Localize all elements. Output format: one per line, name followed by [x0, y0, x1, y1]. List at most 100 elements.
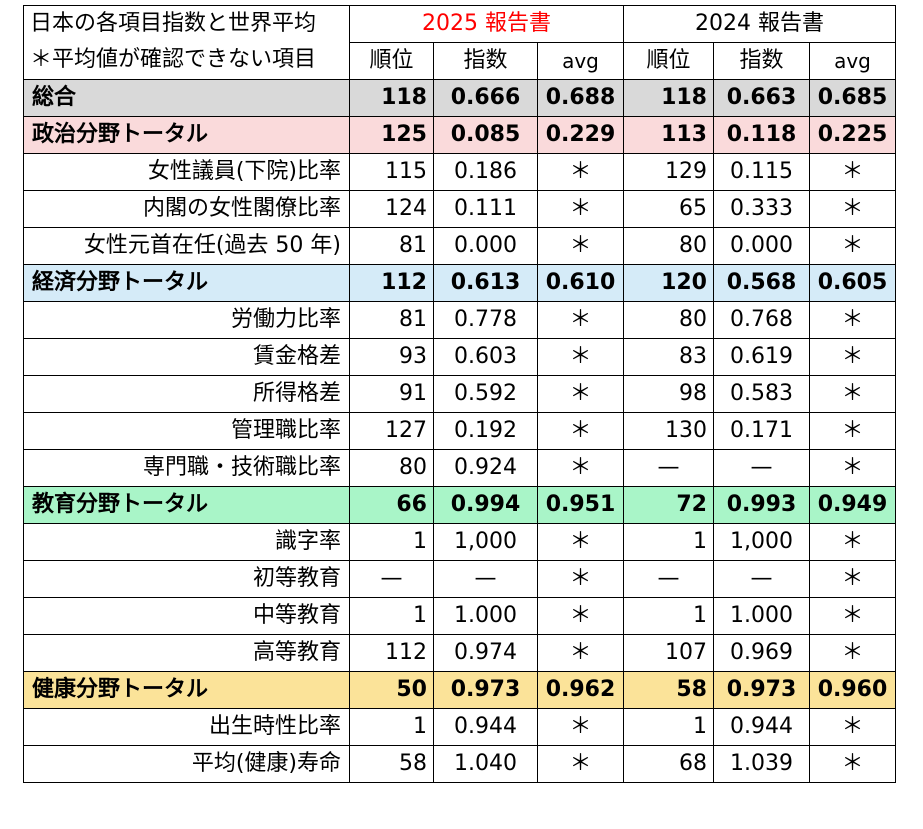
avg-2025-cell: 0.688 [537, 79, 624, 117]
row-label: 政治分野トータル [23, 116, 350, 154]
index-2024-cell: — [713, 449, 810, 487]
col-rank-2025: 順位 [349, 42, 434, 80]
avg-2025-cell: ＊ [537, 745, 624, 783]
index-2025-cell: 0.944 [433, 708, 538, 746]
avg-2024-cell: ＊ [809, 745, 896, 783]
index-2025-cell: 1,000 [433, 523, 538, 561]
row-label: 健康分野トータル [23, 671, 350, 709]
index-2025-cell: 0.666 [433, 79, 538, 117]
rank-2025-cell: 93 [349, 338, 434, 376]
table-row: 管理職比率 127 0.192 ＊ 130 0.171 ＊ [23, 412, 896, 450]
table-body: 総合 118 0.666 0.688 118 0.663 0.685 政治分野トータル 125 0… [23, 79, 896, 783]
rank-2025-cell: 112 [349, 634, 434, 672]
rank-2024-cell: — [623, 560, 714, 598]
index-2024-cell: 0.993 [713, 486, 810, 524]
rank-2025-cell: 1 [349, 708, 434, 746]
index-2024-cell: 0.000 [713, 227, 810, 265]
col-index-2025: 指数 [433, 42, 538, 80]
index-2024-cell: 0.583 [713, 375, 810, 413]
table-row-category-total: 教育分野トータル 66 0.994 0.951 72 0.993 0.949 [23, 486, 896, 524]
avg-2024-cell: ＊ [809, 227, 896, 265]
row-label: 内閣の女性閣僚比率 [23, 190, 350, 228]
row-label: 総合 [23, 79, 350, 117]
avg-2025-cell: ＊ [537, 412, 624, 450]
table-row-category-total: 経済分野トータル 112 0.613 0.610 120 0.568 0.605 [23, 264, 896, 302]
avg-2025-cell: ＊ [537, 227, 624, 265]
avg-2024-cell: ＊ [809, 708, 896, 746]
rank-2024-cell: 130 [623, 412, 714, 450]
avg-2025-cell: ＊ [537, 301, 624, 339]
gender-gap-table: 日本の各項目指数と世界平均 ＊平均値が確認できない項目 2025 報告書 202… [23, 5, 896, 783]
table-row: 所得格差 91 0.592 ＊ 98 0.583 ＊ [23, 375, 896, 413]
header-row-reports: 日本の各項目指数と世界平均 ＊平均値が確認できない項目 2025 報告書 202… [23, 5, 896, 80]
index-2024-cell: 1.000 [713, 597, 810, 635]
rank-2025-cell: 118 [349, 79, 434, 117]
rank-2025-cell: — [349, 560, 434, 598]
rank-2024-cell: 120 [623, 264, 714, 302]
rank-2024-cell: 1 [623, 597, 714, 635]
table-title-line1: 日本の各項目指数と世界平均 [30, 11, 317, 36]
report-2025-header: 2025 報告書 [349, 5, 624, 43]
index-2025-cell: 0.085 [433, 116, 538, 154]
row-label: 出生時性比率 [23, 708, 350, 746]
index-2025-cell: 0.778 [433, 301, 538, 339]
avg-2024-cell: ＊ [809, 523, 896, 561]
table-title-line2: ＊平均値が確認できない項目 [30, 47, 317, 72]
index-2025-cell: 0.973 [433, 671, 538, 709]
index-2024-cell: 1.039 [713, 745, 810, 783]
avg-2024-cell: ＊ [809, 301, 896, 339]
index-2024-cell: 0.663 [713, 79, 810, 117]
avg-2024-cell: ＊ [809, 449, 896, 487]
index-2025-cell: 0.924 [433, 449, 538, 487]
avg-2025-cell: ＊ [537, 338, 624, 376]
index-2024-cell: 0.568 [713, 264, 810, 302]
avg-2025-cell: ＊ [537, 634, 624, 672]
avg-2025-cell: 0.951 [537, 486, 624, 524]
index-2024-cell: 0.171 [713, 412, 810, 450]
index-2025-cell: 0.994 [433, 486, 538, 524]
rank-2024-cell: 80 [623, 227, 714, 265]
index-2024-cell: 1,000 [713, 523, 810, 561]
avg-2024-cell: 0.685 [809, 79, 896, 117]
col-avg-2024: avg [809, 42, 896, 80]
index-2024-cell: 0.973 [713, 671, 810, 709]
rank-2024-cell: 113 [623, 116, 714, 154]
table-row: 労働力比率 81 0.778 ＊ 80 0.768 ＊ [23, 301, 896, 339]
col-avg-2025: avg [537, 42, 624, 80]
index-2025-cell: 0.186 [433, 153, 538, 191]
table-row: 初等教育 — — ＊ — — ＊ [23, 560, 896, 598]
rank-2024-cell: 1 [623, 708, 714, 746]
avg-2024-cell: 0.949 [809, 486, 896, 524]
index-2024-cell: — [713, 560, 810, 598]
table-row-category-total: 総合 118 0.666 0.688 118 0.663 0.685 [23, 79, 896, 117]
row-label: 管理職比率 [23, 412, 350, 450]
rank-2024-cell: 98 [623, 375, 714, 413]
index-2025-cell: 0.603 [433, 338, 538, 376]
row-label: 女性議員(下院)比率 [23, 153, 350, 191]
table-row: 女性議員(下院)比率 115 0.186 ＊ 129 0.115 ＊ [23, 153, 896, 191]
rank-2024-cell: — [623, 449, 714, 487]
table-row: 中等教育 1 1.000 ＊ 1 1.000 ＊ [23, 597, 896, 635]
row-label: 所得格差 [23, 375, 350, 413]
table-row-category-total: 健康分野トータル 50 0.973 0.962 58 0.973 0.960 [23, 671, 896, 709]
rank-2024-cell: 1 [623, 523, 714, 561]
avg-2024-cell: ＊ [809, 634, 896, 672]
avg-2024-cell: 0.960 [809, 671, 896, 709]
avg-2025-cell: ＊ [537, 708, 624, 746]
rank-2024-cell: 83 [623, 338, 714, 376]
col-index-2024: 指数 [713, 42, 810, 80]
row-label: 専門職・技術職比率 [23, 449, 350, 487]
index-2025-cell: 0.974 [433, 634, 538, 672]
avg-2024-cell: ＊ [809, 338, 896, 376]
index-2024-cell: 0.619 [713, 338, 810, 376]
table-row: 平均(健康)寿命 58 1.040 ＊ 68 1.039 ＊ [23, 745, 896, 783]
rank-2025-cell: 50 [349, 671, 434, 709]
index-2025-cell: 0.000 [433, 227, 538, 265]
rank-2025-cell: 124 [349, 190, 434, 228]
avg-2025-cell: ＊ [537, 190, 624, 228]
report-2024-header: 2024 報告書 [623, 5, 896, 43]
table-row: 識字率 1 1,000 ＊ 1 1,000 ＊ [23, 523, 896, 561]
rank-2025-cell: 81 [349, 301, 434, 339]
index-2025-cell: 0.613 [433, 264, 538, 302]
avg-2024-cell: 0.225 [809, 116, 896, 154]
